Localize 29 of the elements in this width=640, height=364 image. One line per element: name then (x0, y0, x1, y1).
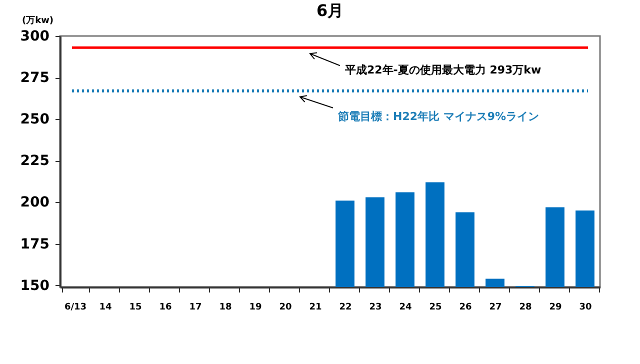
y-tick-label: 150 (20, 278, 50, 294)
y-axis-title: (万kw) (22, 16, 54, 26)
x-tick-label: 19 (249, 302, 262, 312)
x-tick-label: 28 (519, 302, 532, 312)
x-tick-label: 22 (339, 302, 352, 312)
ref-line-label: 節電目標：H22年比 マイナス9%ライン (337, 110, 540, 123)
y-tick-label: 225 (20, 153, 50, 170)
x-tick-label: 20 (279, 302, 292, 312)
y-tick-label: 200 (20, 194, 50, 211)
y-tick-label: 175 (20, 236, 50, 252)
x-tick-label: 25 (429, 302, 442, 312)
x-tick-label: 16 (159, 302, 172, 312)
x-tick-label: 15 (129, 302, 142, 312)
x-tick-label: 29 (549, 302, 562, 312)
chart-title: 6月 (316, 1, 344, 20)
y-tick-label: 300 (20, 28, 50, 44)
x-tick-label: 23 (369, 302, 382, 312)
x-tick-label: 26 (459, 302, 472, 312)
y-tick-label: 250 (20, 112, 50, 128)
x-tick-label: 17 (189, 302, 202, 312)
y-tick-label: 275 (20, 70, 50, 86)
x-tick-label: 30 (579, 302, 592, 312)
x-tick-label: 14 (99, 302, 112, 312)
x-tick-label: 24 (399, 302, 412, 312)
x-tick-label: 27 (489, 302, 502, 312)
ref-line-label: 平成22年-夏の使用最大電力 293万kw (344, 64, 542, 77)
x-tick-label: 21 (309, 302, 322, 312)
x-tick-label: 18 (219, 302, 232, 312)
x-tick-label: 6/13 (64, 302, 87, 312)
